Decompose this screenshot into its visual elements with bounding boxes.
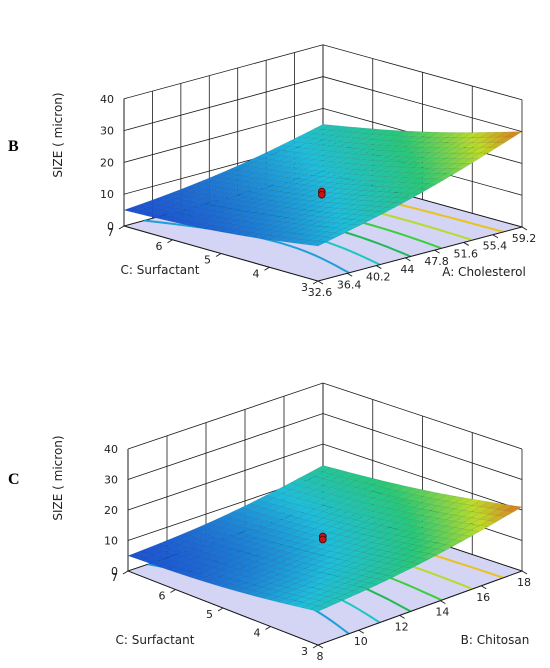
panel-b-y-tick-mark: [215, 253, 222, 257]
panel-b-x-tick-label: 59.2: [512, 232, 537, 245]
panel-c-y-tick-label: 3: [301, 645, 308, 658]
panel-c-y-tick-mark: [217, 607, 224, 612]
panel-b-y-tick-mark: [167, 239, 173, 244]
panel-b-y-tick-label: 3: [301, 281, 308, 294]
panel-c-x-tick-mark: [358, 629, 365, 634]
panel-b-surface-cell: [454, 132, 473, 138]
panel-b-x-tick-mark: [376, 265, 382, 269]
panel-c-y-tick-mark: [312, 644, 319, 649]
panel-b-y-axis-label: C: Surfactant: [121, 263, 200, 277]
panel-b-surface-cell: [504, 131, 523, 138]
panel-b-z-tick-label: 30: [100, 125, 114, 138]
panel-c-x-tick-label: 14: [435, 606, 449, 619]
panel-b-wall-z-gridline: [123, 76, 523, 132]
panel-c-surface-cell: [488, 503, 506, 510]
panel-c-surface-cell: [504, 505, 523, 513]
panel-c-design-point: [318, 535, 327, 544]
panel-b-x-tick-mark: [521, 226, 528, 231]
panel-b-x-tick-label: 47.8: [424, 255, 449, 268]
panel-c-z-tick-label: 40: [104, 443, 118, 456]
panel-b-x-axis-label: A: Cholesterol: [442, 265, 526, 279]
panel-c-y-tick-label: 5: [206, 608, 213, 621]
panel-b-z-tick-label: 40: [100, 93, 114, 106]
panel-c-surface-cell: [372, 480, 390, 488]
panel-c-surface-cell: [422, 491, 440, 499]
panel-c-surface-cell: [314, 465, 332, 473]
panel-b-x-tick-label: 36.4: [337, 278, 362, 291]
panel-c-y-tick-label: 4: [254, 627, 261, 640]
panel-c-letter: C: [8, 471, 20, 488]
panel-c-z-tick-label: 20: [104, 504, 118, 517]
panel-b-contour-line: [144, 219, 350, 274]
panel-b-x-tick-label: 44: [400, 263, 414, 276]
panel-b-surface-cell: [446, 132, 465, 138]
panel-b-x-tick-label: 55.4: [483, 240, 508, 253]
panel-c-surface: [127, 465, 523, 612]
panel-b-surface-cell: [438, 132, 457, 138]
panel-c-x-tick-label: 16: [476, 591, 490, 604]
panel-b-letter: B: [8, 138, 19, 155]
panel-b-surface-cell: [338, 126, 357, 132]
panel-b-y-tick-mark: [264, 266, 270, 271]
panel-c-surface-cell: [496, 504, 515, 511]
panel-b-x-tick-mark: [492, 234, 499, 239]
panel-c-x-tick-mark: [440, 600, 446, 604]
panel-c-x-tick-mark: [317, 644, 324, 649]
panel-c-x-tick-mark: [480, 585, 487, 590]
panel-b-surface-cell: [488, 131, 507, 138]
panel-c-surface-cell: [380, 482, 399, 490]
panel-b-x-tick-label: 51.6: [453, 247, 478, 260]
panel-b-design-point: [317, 190, 326, 199]
panel-c-surface-cell: [471, 500, 490, 507]
panel-c-x-tick-label: 12: [395, 620, 409, 633]
panel-c-x-tick-label: 18: [517, 576, 531, 589]
panel-c-x-tick-mark: [399, 615, 405, 619]
panel-c-y-tick-label: 6: [159, 590, 166, 603]
panel-c-y-tick-label: 7: [111, 571, 118, 584]
panel-c-x-axis-label: B: Chitosan: [461, 633, 530, 647]
panel-b-surface: [123, 124, 523, 247]
panel-b-y-tick-mark: [312, 280, 319, 285]
panel-b-z-tick-label: 20: [100, 156, 114, 169]
panel-c-y-axis-label: C: Surfactant: [116, 633, 195, 647]
panel-c-y-tick-mark: [122, 570, 129, 575]
panel-c-z-tick-label: 30: [104, 474, 118, 487]
panel-c-z-tick-label: 10: [104, 535, 118, 548]
panel-c-x-tick-mark: [521, 570, 528, 575]
panel-c-x-tick-label: 8: [317, 650, 324, 663]
panel-c-x-tick-label: 10: [354, 635, 368, 648]
panel-c-wall-z-gridline: [127, 413, 523, 480]
panel-c-z-tick-label: 0: [111, 565, 118, 578]
panel-b-y-tick-label: 5: [204, 254, 211, 267]
panel-b-surface-cell: [496, 131, 515, 138]
panel-b-y-tick-label: 4: [253, 267, 260, 280]
panel-b-z-tick-label: 10: [100, 188, 114, 201]
panel-c-wall-z-gridline: [127, 443, 523, 511]
panel-b-z-axis-label: SIZE ( micron): [51, 92, 65, 177]
panel-c-y-tick-mark: [170, 589, 176, 593]
panel-b-x-tick-mark: [405, 257, 411, 262]
panel-b-x-tick-mark: [434, 249, 440, 254]
panel-b-z-tick-label: 0: [107, 220, 114, 233]
panel-c-wall-z-gridline: [127, 382, 523, 450]
panel-b-x-tick-mark: [463, 242, 469, 246]
panel-b-x-tick-mark: [317, 280, 324, 285]
panel-b-y-tick-mark: [118, 225, 125, 230]
panel-b-wall-z-gridline: [123, 44, 523, 101]
panel-b-x-tick-label: 40.2: [366, 271, 391, 284]
panel-c-z-axis-label: SIZE ( micron): [51, 435, 65, 520]
panel-b-y-tick-label: 6: [156, 240, 163, 253]
panel-b-x-tick-label: 32.6: [308, 286, 333, 299]
panel-b-y-tick-label: 7: [107, 226, 114, 239]
panel-b-surface-cell: [396, 130, 415, 137]
panel-c-y-tick-mark: [265, 626, 271, 630]
panel-b-x-tick-mark: [346, 272, 353, 277]
